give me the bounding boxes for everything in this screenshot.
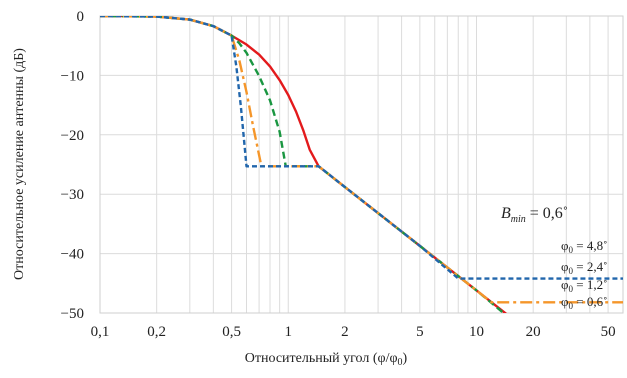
x-tick-label: 10 [469,324,484,340]
svg-text:φ0 = 2,4˚: φ0 = 2,4˚ [561,259,607,276]
plot-frame [99,15,624,314]
x-tick-label: 20 [526,324,541,340]
x-tick-labels: 0,1 0,2 0,5 1 2 5 10 20 50 [91,324,616,340]
series-label-0-6: φ0 = 0,6˚ [561,294,607,311]
svg-text:φ0 = 4,8˚: φ0 = 4,8˚ [561,238,607,255]
y-tick-label: −10 [61,68,84,84]
y-tick-label: 0 [77,9,85,25]
svg-text:φ0 = 0,6˚: φ0 = 0,6˚ [561,294,607,311]
x-tick-label: 0,5 [222,324,241,340]
x-tick-label: 5 [416,324,424,340]
svg-text:φ0 = 1,2˚: φ0 = 1,2˚ [561,277,607,294]
x-tick-label: 50 [601,324,616,340]
x-tick-label: 0,2 [147,324,166,340]
x-axis-title: Относительный угол (φ/φ0) [245,351,408,368]
series-line-3 [100,16,623,280]
y-tick-label: −40 [61,247,84,263]
y-tick-labels: 0 −10 −20 −30 −40 −50 [61,9,84,322]
y-tick-label: −50 [61,306,84,322]
bmin-label: Bmin = 0,6˚ [501,205,568,225]
y-tick-label: −30 [61,187,84,203]
y-axis-title: Относительное усиление антенны (дБ) [12,48,27,280]
x-tick-label: 0,1 [91,324,110,340]
series-label-1-2: φ0 = 1,2˚ [561,277,607,294]
grid-lines [100,16,623,313]
series-group [100,16,623,313]
series-label-4-8: φ0 = 4,8˚ [561,238,607,255]
y-tick-label: −20 [61,128,84,144]
x-tick-label: 2 [341,324,349,340]
x-tick-label: 1 [285,324,293,340]
series-label-2-4: φ0 = 2,4˚ [561,259,607,276]
